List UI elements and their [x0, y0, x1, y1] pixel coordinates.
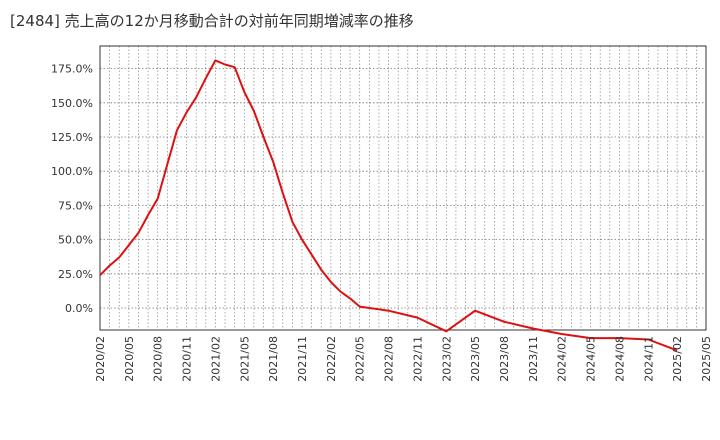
x-tick-label: 2020/08 — [152, 336, 165, 382]
plot-frame — [99, 45, 707, 331]
x-tick-label: 2024/05 — [585, 336, 598, 382]
y-tick-label: 150.0% — [51, 97, 93, 110]
x-tick-labels: 2020/02 2020/05 2020/08 2020/11 2021/02 2021/… — [94, 336, 713, 382]
x-tick-label: 2022/08 — [383, 336, 396, 382]
x-tick-label: 2023/11 — [527, 336, 540, 382]
axes — [99, 45, 707, 331]
x-tick-label: 2020/11 — [181, 336, 194, 382]
x-tick-label: 2024/11 — [642, 336, 655, 382]
x-tick-label: 2022/02 — [325, 336, 338, 382]
y-tick-label: 75.0% — [58, 199, 93, 212]
x-tick-label: 2021/11 — [296, 336, 309, 382]
x-tick-label: 2020/05 — [123, 336, 136, 382]
x-tick-label: 2025/02 — [671, 336, 684, 382]
x-tick-label: 2024/08 — [613, 336, 626, 382]
x-tick-label: 2022/11 — [411, 336, 424, 382]
x-tick-label: 2025/05 — [700, 336, 713, 382]
y-tick-label: 50.0% — [58, 234, 93, 247]
grid — [99, 46, 707, 330]
series-line — [99, 59, 678, 352]
y-tick-label: 175.0% — [51, 63, 93, 76]
x-tick-label: 2022/05 — [354, 336, 367, 382]
x-tick-label: 2021/05 — [238, 336, 251, 382]
x-tick-label: 2023/05 — [469, 336, 482, 382]
y-tick-label: 25.0% — [58, 268, 93, 281]
chart-title: [2484] 売上高の12か月移動合計の対前年同期増減率の推移 — [10, 12, 414, 30]
y-tick-labels: 0.0% 25.0% 50.0% 75.0% 100.0% 125.0% 150.0% 175… — [51, 63, 93, 315]
y-tick-label: 125.0% — [51, 131, 93, 144]
x-tick-label: 2021/08 — [267, 336, 280, 382]
x-tick-label: 2023/08 — [498, 336, 511, 382]
y-tick-label: 0.0% — [65, 302, 93, 315]
x-tick-label: 2024/02 — [556, 336, 569, 382]
x-tick-label: 2020/02 — [94, 336, 107, 382]
series — [99, 59, 678, 352]
x-tick-label: 2023/02 — [440, 336, 453, 382]
x-tick-label: 2021/02 — [209, 336, 222, 382]
y-tick-label: 100.0% — [51, 165, 93, 178]
